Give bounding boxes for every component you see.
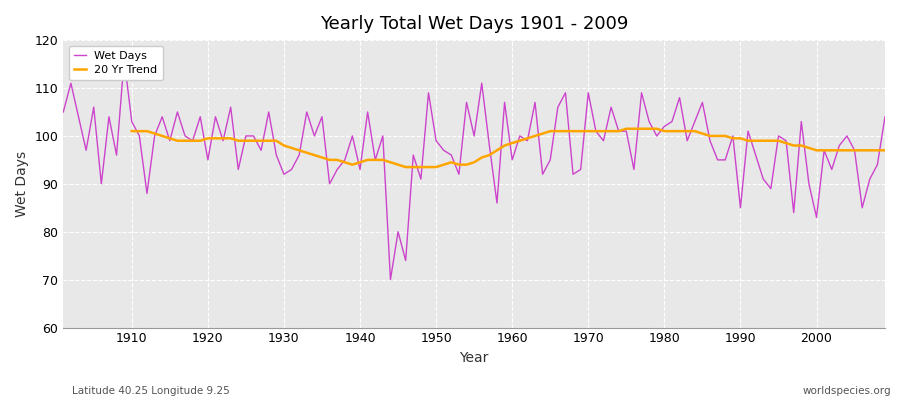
20 Yr Trend: [126, 129, 137, 134]
Line: 20 Yr Trend: 20 Yr Trend: [131, 129, 885, 167]
Y-axis label: Wet Days: Wet Days: [15, 151, 29, 217]
Text: worldspecies.org: worldspecies.org: [803, 386, 891, 396]
20 Yr Trend: [621, 126, 632, 131]
Wet Days: [126, 119, 137, 124]
20 Yr Trend: [302, 150, 312, 155]
Line: Wet Days: Wet Days: [63, 59, 885, 280]
Wet Days: [515, 134, 526, 138]
X-axis label: Year: Year: [460, 351, 489, 365]
20 Yr Trend: [583, 129, 594, 134]
20 Yr Trend: [857, 148, 868, 153]
Legend: Wet Days, 20 Yr Trend: Wet Days, 20 Yr Trend: [68, 46, 163, 80]
Wet Days: [58, 110, 68, 114]
Wet Days: [339, 158, 350, 162]
Wet Days: [385, 277, 396, 282]
Wet Days: [522, 138, 533, 143]
Text: Latitude 40.25 Longitude 9.25: Latitude 40.25 Longitude 9.25: [72, 386, 230, 396]
20 Yr Trend: [522, 136, 533, 141]
Wet Days: [613, 129, 624, 134]
20 Yr Trend: [400, 165, 411, 170]
20 Yr Trend: [271, 138, 282, 143]
20 Yr Trend: [834, 148, 845, 153]
Title: Yearly Total Wet Days 1901 - 2009: Yearly Total Wet Days 1901 - 2009: [320, 15, 628, 33]
Wet Days: [879, 114, 890, 119]
Wet Days: [119, 57, 130, 62]
Wet Days: [293, 153, 304, 158]
20 Yr Trend: [879, 148, 890, 153]
